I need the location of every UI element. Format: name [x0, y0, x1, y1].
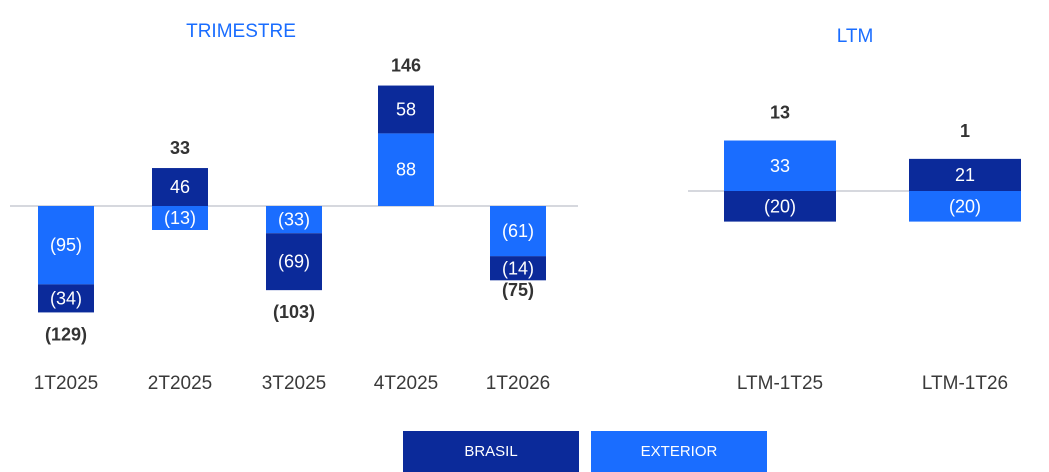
legend-brasil[interactable]: BRASIL — [403, 431, 579, 472]
bar-exterior-1t2025 — [38, 206, 94, 285]
x-tick-ltm-1t26: LTM-1T26 — [922, 373, 1008, 394]
data-label-exterior-3t2025: (33) — [278, 210, 310, 230]
bar-exterior-ltm-1t25 — [724, 140, 836, 191]
total-label-2t2025: 33 — [170, 138, 190, 158]
total-label-ltm-1t26: 1 — [960, 121, 970, 141]
bar-brasil-3t2025 — [266, 233, 322, 291]
data-label-brasil-1t2025: (34) — [50, 288, 82, 308]
legend-exterior[interactable]: EXTERIOR — [591, 431, 767, 472]
total-label-1t2026: (75) — [502, 280, 534, 300]
bar-label-bg-brasil-1t2026 — [490, 256, 546, 281]
bar-brasil-4t2025 — [378, 85, 434, 134]
bar-brasil-1t2025 — [38, 284, 94, 313]
data-label-brasil-1t2026: (14) — [502, 258, 534, 278]
data-label-exterior-ltm-1t26: (20) — [949, 196, 981, 216]
bar-exterior-4t2025 — [378, 133, 434, 206]
data-label-exterior-1t2026: (61) — [502, 221, 534, 241]
data-label-brasil-ltm-1t26: 21 — [955, 165, 975, 185]
trimestre-title: TRIMESTRE — [186, 21, 296, 42]
x-tick-ltm-1t25: LTM-1T25 — [737, 373, 823, 394]
data-label-exterior-4t2025: 88 — [396, 160, 416, 180]
data-label-exterior-1t2025: (95) — [50, 235, 82, 255]
x-tick-3t2025: 3T2025 — [262, 373, 326, 394]
trimestre-chart: (95) (34) (129) 1T2025 (13) 46 33 2T2025 (33) (69… — [10, 56, 578, 394]
bar-exterior-1t2026 — [490, 206, 546, 257]
data-label-brasil-ltm-1t25: (20) — [764, 196, 796, 216]
x-tick-1t2025: 1T2025 — [34, 373, 98, 394]
data-label-exterior-2t2025: (13) — [164, 208, 196, 228]
total-label-ltm-1t25: 13 — [770, 103, 790, 123]
data-label-exterior-ltm-1t25: 33 — [770, 156, 790, 176]
total-label-4t2025: 146 — [391, 56, 421, 76]
data-label-brasil-3t2025: (69) — [278, 252, 310, 272]
ltm-chart: 33 (20) 13 LTM-1T25 (20) 21 1 LTM-1T26 — [688, 103, 1021, 394]
bar-exterior-ltm-1t26 — [909, 191, 1021, 222]
bar-brasil-ltm-1t25 — [724, 191, 836, 222]
ltm-title: LTM — [837, 26, 874, 47]
bar-brasil-2t2025 — [152, 168, 208, 206]
x-tick-1t2026: 1T2026 — [486, 373, 550, 394]
bar-brasil-ltm-1t26 — [909, 158, 1021, 191]
x-tick-4t2025: 4T2025 — [374, 373, 438, 394]
data-label-brasil-4t2025: 58 — [396, 99, 416, 119]
data-label-brasil-2t2025: 46 — [170, 177, 190, 197]
x-tick-2t2025: 2T2025 — [148, 373, 212, 394]
bar-exterior-3t2025 — [266, 206, 322, 234]
total-label-3t2025: (103) — [273, 302, 315, 322]
total-label-1t2025: (129) — [45, 324, 87, 344]
bar-label-bg-exterior-2t2025 — [152, 206, 208, 230]
